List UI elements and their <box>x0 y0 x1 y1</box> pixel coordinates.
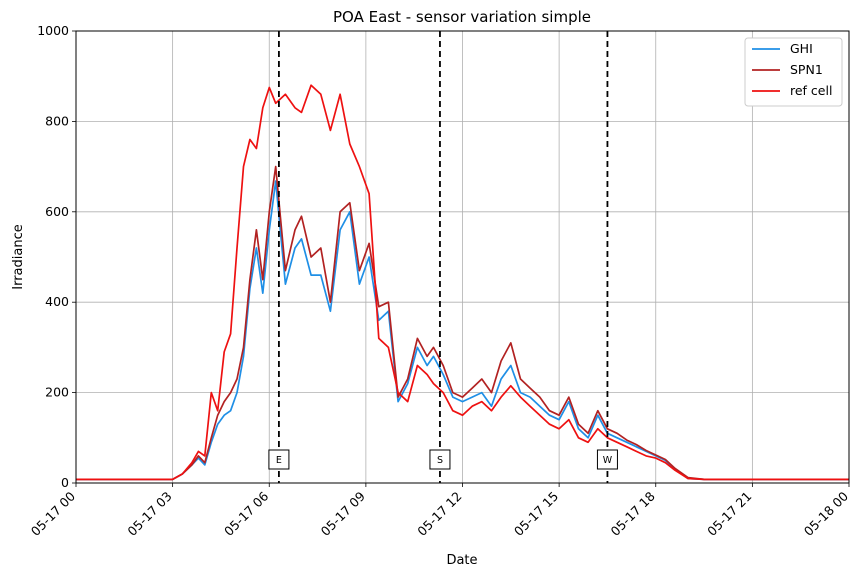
y-tick-label: 200 <box>45 385 69 400</box>
event-label-box <box>429 449 451 470</box>
y-tick-label: 1000 <box>37 23 69 38</box>
event-label-w: W <box>603 455 613 466</box>
legend-box <box>744 37 843 107</box>
legend: GHI SPN1 ref cell <box>744 37 843 107</box>
series-lines <box>76 84 849 481</box>
event-label-box <box>268 449 290 470</box>
plot-frame <box>75 30 850 484</box>
x-axis-label: Date <box>446 553 477 568</box>
event-label-e: E <box>276 455 282 466</box>
y-axis-ticks: 0 200 400 600 800 1000 <box>37 23 76 490</box>
y-tick-label: 800 <box>45 113 69 128</box>
event-label-s: S <box>437 455 443 466</box>
y-tick-label: 600 <box>45 204 69 219</box>
series-line-spn1 <box>76 165 849 481</box>
series-line-ghi <box>76 180 849 481</box>
y-tick-label: 400 <box>45 294 69 309</box>
chart-title: POA East - sensor variation simple <box>333 8 591 26</box>
series-line-ref-cell <box>76 84 849 481</box>
event-label-box <box>596 449 618 470</box>
y-axis-label: Irradiance <box>11 224 26 289</box>
legend-label: SPN1 <box>790 62 823 77</box>
legend-label: GHI <box>790 41 813 56</box>
legend-label: ref cell <box>790 83 832 98</box>
y-tick-label: 0 <box>61 475 69 490</box>
